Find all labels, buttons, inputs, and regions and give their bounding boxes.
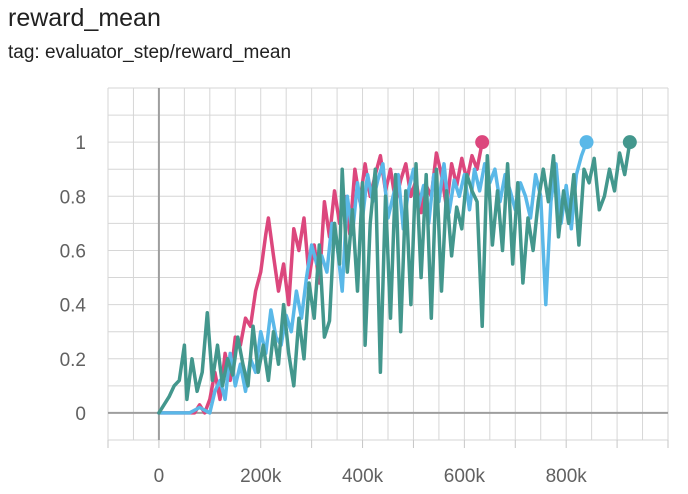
x-tick-label: 800k — [546, 466, 588, 487]
chart-title: reward_mean — [8, 4, 161, 32]
series-line-2 — [157, 140, 632, 415]
y-tick-label: 0.2 — [60, 350, 86, 371]
x-tick-label: 200k — [240, 466, 282, 487]
y-tick-label: 0.6 — [60, 241, 86, 262]
series-end-marker-1 — [579, 135, 594, 150]
x-tick-labels: 0 200k 400k 600k 800k — [154, 466, 588, 487]
series-end-markers — [475, 135, 637, 150]
series-end-marker-2 — [622, 135, 637, 150]
axes — [108, 88, 668, 440]
y-tick-label: 1 — [75, 133, 86, 154]
chart-subtitle: tag: evaluator_step/reward_mean — [8, 42, 292, 63]
y-tick-labels: 0 0.2 0.4 0.6 0.8 1 — [60, 133, 87, 425]
x-tick-label: 0 — [154, 466, 165, 487]
series-lines — [157, 140, 632, 415]
x-tick-label: 600k — [444, 466, 486, 487]
x-tick-label: 400k — [342, 466, 384, 487]
series-end-marker-0 — [475, 135, 490, 150]
y-tick-label: 0.8 — [60, 187, 86, 208]
y-tick-label: 0 — [75, 404, 86, 425]
y-tick-label: 0.4 — [60, 296, 87, 317]
